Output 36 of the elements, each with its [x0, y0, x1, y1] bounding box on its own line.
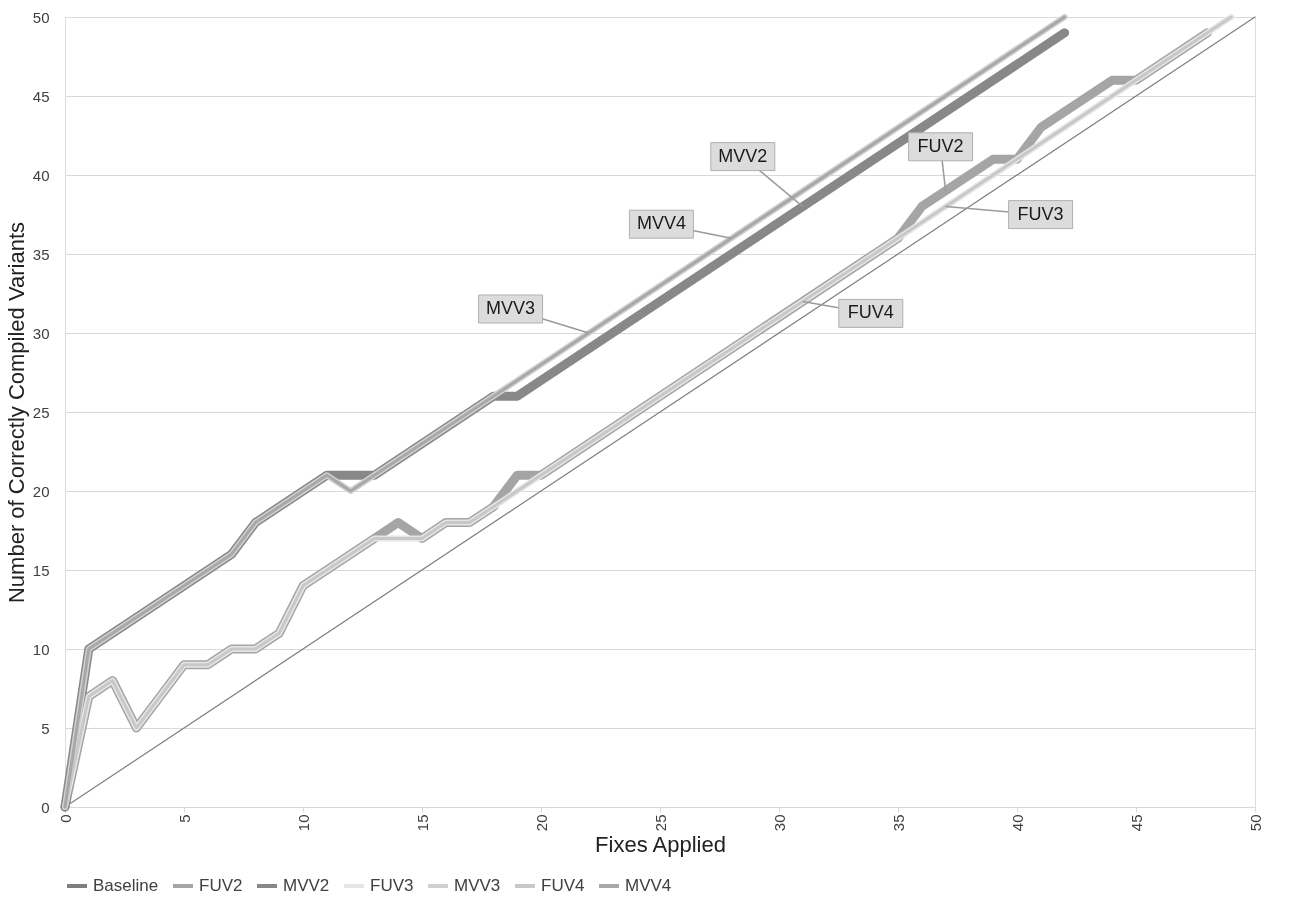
annotation: MVV4 [636, 213, 686, 234]
x-tick-label: 40 [1008, 814, 1026, 832]
annotation: FUV3 [1017, 203, 1064, 224]
y-tick-label: 50 [32, 8, 50, 26]
y-tick-label: 15 [32, 561, 50, 579]
x-tick-label: 5 [175, 814, 193, 823]
legend-label: MVV2 [283, 876, 330, 895]
x-tick-label: 20 [532, 814, 550, 832]
y-tick-label: 30 [32, 324, 50, 342]
x-axis-title: Fixes Applied [595, 832, 726, 858]
annotation: FUV2 [917, 135, 964, 156]
x-tick-label: 35 [889, 814, 907, 832]
legend-label: Baseline [93, 876, 159, 895]
y-tick-label: 40 [32, 166, 50, 184]
y-axis-title: Number of Correctly Compiled Variants [3, 221, 29, 604]
x-tick-label: 0 [56, 814, 74, 823]
y-tick-label: 5 [41, 719, 50, 737]
x-tick-label: 25 [651, 814, 669, 832]
y-tick-label: 10 [32, 640, 50, 658]
x-tick-label: 10 [294, 814, 312, 832]
annotation: FUV4 [847, 302, 894, 323]
y-tick-label: 45 [32, 87, 50, 105]
x-tick-label: 45 [1127, 814, 1145, 832]
annotation: MVV2 [718, 145, 768, 166]
x-tick-label: 30 [770, 814, 788, 832]
x-tick-label: 15 [413, 814, 431, 832]
y-tick-label: 25 [32, 403, 50, 421]
y-tick-label: 20 [32, 482, 50, 500]
legend-label: FUV2 [199, 876, 243, 895]
y-tick-label: 35 [32, 245, 50, 263]
legend-label: MVV4 [625, 876, 672, 895]
legend-label: FUV4 [541, 876, 585, 895]
legend-label: FUV3 [370, 876, 414, 895]
annotation: MVV3 [486, 298, 536, 318]
x-tick-label: 50 [1246, 814, 1264, 832]
legend-label: MVV3 [454, 876, 501, 895]
